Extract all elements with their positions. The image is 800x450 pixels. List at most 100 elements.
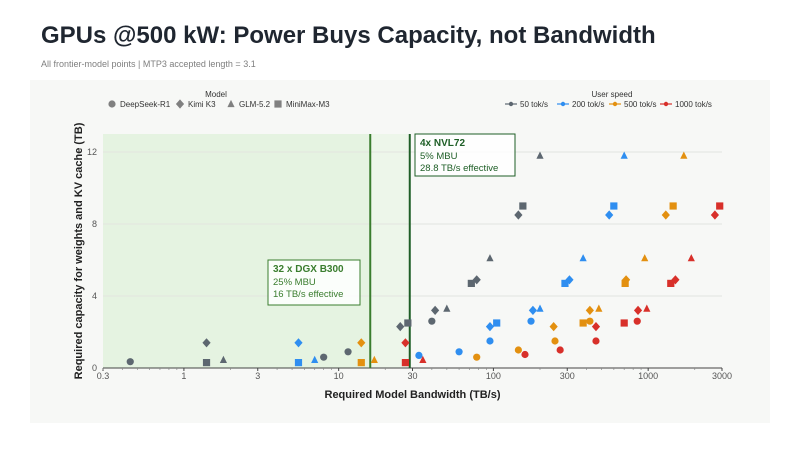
- b300-annotation-line: 25% MBU: [273, 277, 316, 288]
- data-point: [671, 275, 680, 285]
- data-point: [592, 337, 600, 345]
- data-point: [401, 359, 410, 367]
- data-point: [126, 358, 134, 366]
- data-point: [473, 353, 481, 361]
- data-point: [565, 275, 574, 285]
- legend-marker-circle: [108, 100, 116, 108]
- data-point: [443, 304, 451, 312]
- nvl72-annotation-box: [414, 133, 516, 177]
- region-b300-fill: [103, 134, 371, 368]
- x-tick-label: 1: [181, 371, 186, 381]
- data-point: [485, 322, 495, 332]
- legend-marker-diamond: [175, 99, 185, 109]
- data-point: [633, 317, 641, 325]
- data-point: [716, 202, 724, 210]
- b300-annotation-box: [267, 259, 361, 306]
- x-tick-label: 300: [560, 371, 575, 381]
- b300-annotation-title: 32 x DGX B300: [273, 264, 344, 275]
- data-point: [641, 254, 649, 262]
- data-point: [514, 346, 522, 354]
- data-point: [633, 305, 643, 315]
- data-point: [519, 202, 527, 210]
- data-point: [486, 337, 494, 345]
- data-point: [610, 202, 618, 210]
- data-point: [585, 305, 594, 315]
- x-tick-label: 0.3: [97, 371, 110, 381]
- b300-annotation-line: 16 TB/s effective: [273, 289, 343, 300]
- speed-legend-dot: [663, 101, 669, 107]
- data-point: [680, 151, 688, 159]
- data-point: [620, 319, 628, 327]
- data-point: [404, 319, 412, 327]
- chart-subtitle: All frontier-model points | MTP3 accepte…: [41, 59, 256, 69]
- data-point: [591, 322, 601, 332]
- model-legend-label: DeepSeek-R1: [120, 100, 171, 109]
- data-point: [579, 319, 587, 327]
- data-point: [586, 317, 594, 325]
- data-point: [357, 338, 366, 348]
- chart-title: GPUs @500 kW: Power Buys Capacity, not B…: [41, 22, 656, 49]
- data-point: [311, 355, 319, 363]
- data-point: [514, 210, 523, 220]
- data-point: [472, 275, 481, 285]
- data-point: [669, 202, 677, 210]
- speed-legend-label: 1000 tok/s: [675, 100, 712, 109]
- data-point: [294, 359, 303, 367]
- speed-legend-title: User speed: [592, 90, 633, 99]
- model-legend-label: MiniMax-M3: [286, 100, 330, 109]
- data-point: [527, 317, 535, 325]
- speed-legend-label: 500 tok/s: [624, 100, 656, 109]
- legend-marker-triangle: [227, 99, 235, 108]
- data-point: [579, 254, 587, 262]
- data-point: [661, 210, 670, 220]
- x-tick-label: 1000: [638, 371, 658, 381]
- data-point: [467, 279, 475, 287]
- speed-legend-dot: [560, 101, 566, 107]
- x-tick-label: 3: [255, 371, 260, 381]
- data-point: [549, 322, 558, 332]
- y-tick-label: 4: [92, 291, 97, 301]
- data-point: [620, 151, 628, 159]
- x-tick-label: 100: [486, 371, 501, 381]
- data-point: [551, 337, 559, 345]
- speed-legend-dot: [508, 101, 514, 107]
- data-point: [370, 355, 378, 363]
- y-tick-label: 12: [87, 147, 97, 157]
- data-point: [521, 350, 529, 359]
- data-point: [320, 353, 328, 361]
- data-point: [396, 322, 405, 332]
- speed-legend-label: 200 tok/s: [572, 100, 604, 109]
- data-point: [528, 305, 538, 315]
- data-point: [344, 348, 352, 356]
- y-tick-label: 8: [92, 219, 97, 229]
- data-point: [561, 279, 569, 287]
- region-nvl72-fill: [370, 134, 410, 368]
- model-legend-label: Kimi K3: [188, 100, 216, 109]
- y-axis-label: Required capacity for weights and KV cac…: [73, 122, 85, 379]
- data-point: [202, 338, 211, 348]
- y-tick-label: 0: [92, 363, 97, 373]
- data-point: [294, 338, 303, 348]
- data-point: [415, 351, 423, 359]
- data-point: [455, 348, 463, 356]
- data-point: [556, 346, 564, 354]
- x-tick-label: 3000: [712, 371, 732, 381]
- speed-legend-label: 50 tok/s: [520, 100, 548, 109]
- speed-legend-dot: [612, 101, 618, 107]
- nvl72-annotation-line: 28.8 TB/s effective: [420, 163, 498, 174]
- nvl72-annotation-line: 5% MBU: [420, 151, 458, 162]
- legend-marker-square: [274, 100, 282, 108]
- data-point: [493, 319, 501, 327]
- data-point: [643, 304, 651, 312]
- data-point: [687, 254, 695, 262]
- data-point: [595, 304, 603, 312]
- data-point: [667, 279, 675, 287]
- data-point: [431, 305, 440, 315]
- data-point: [710, 210, 720, 220]
- x-tick-label: 30: [407, 371, 417, 381]
- data-point: [357, 359, 365, 367]
- data-point: [219, 355, 228, 363]
- data-point: [419, 355, 427, 363]
- x-axis-label: Required Model Bandwidth (TB/s): [325, 389, 501, 401]
- nvl72-annotation-title: 4x NVL72: [420, 138, 465, 149]
